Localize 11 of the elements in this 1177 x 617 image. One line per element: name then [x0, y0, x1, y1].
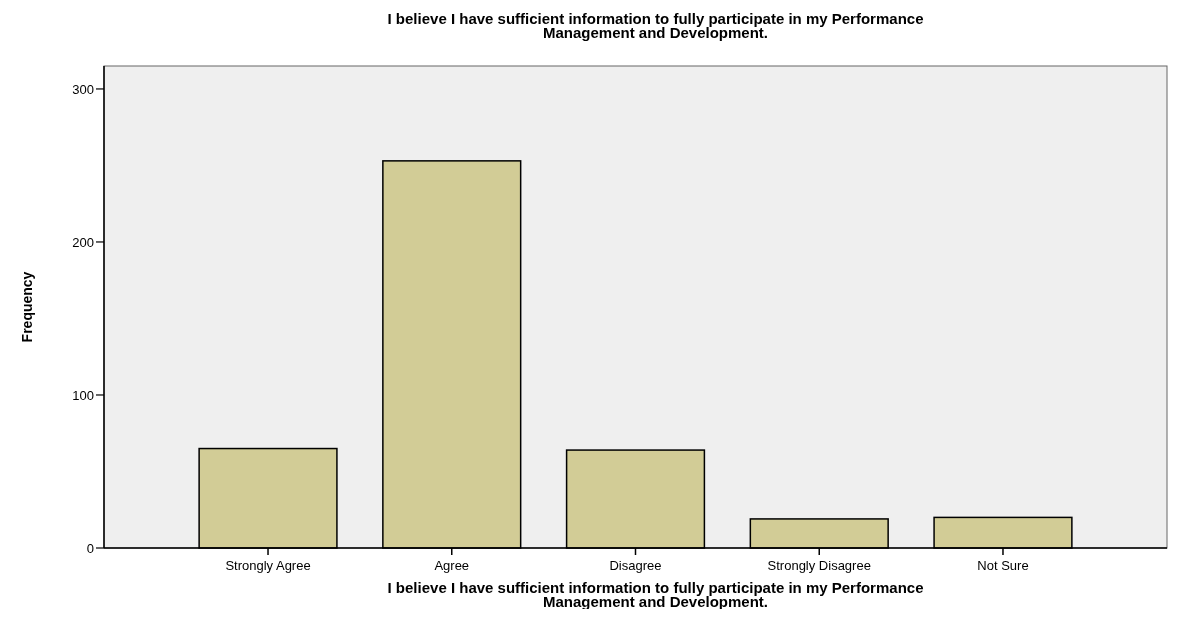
- y-axis-title: Frequency: [19, 271, 35, 343]
- y-tick-label: 100: [72, 387, 94, 403]
- x-tick-label: Strongly Disagree: [767, 558, 871, 573]
- x-tick-label: Disagree: [609, 558, 662, 573]
- y-tick-label: 0: [86, 540, 94, 556]
- x-tick-label: Strongly Agree: [225, 558, 311, 573]
- x-tick-label: Not Sure: [977, 558, 1029, 573]
- y-tick-label: 300: [72, 81, 94, 97]
- chart-title: I believe I have sufficient information to fully participate in my Performance Management and Development.: [387, 10, 924, 41]
- x-tick-label: Agree: [434, 558, 470, 573]
- y-tick-label: 200: [72, 234, 94, 250]
